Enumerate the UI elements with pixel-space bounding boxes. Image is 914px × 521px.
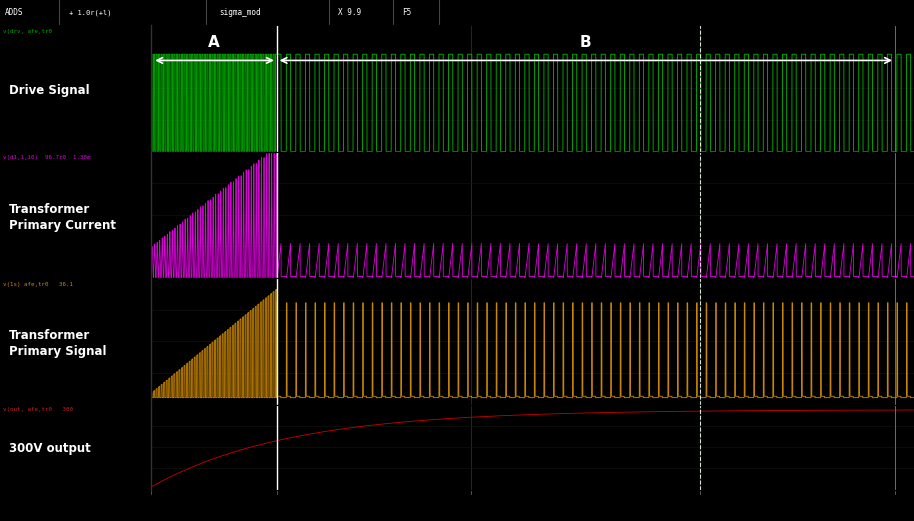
Text: 300: 300 xyxy=(270,499,284,507)
Text: ADDS: ADDS xyxy=(5,8,23,17)
Text: v(d1,1,10)  96.7r0  1.38m: v(d1,1,10) 96.7r0 1.38m xyxy=(3,155,90,160)
Text: v(drv, afe,tr0: v(drv, afe,tr0 xyxy=(3,29,52,34)
Text: Drive Signal: Drive Signal xyxy=(9,84,90,97)
Text: B: B xyxy=(580,35,591,51)
Text: v(out, afe,tr0   300: v(out, afe,tr0 300 xyxy=(3,407,73,412)
Text: A: A xyxy=(207,35,219,51)
Text: v(1s) afe,tr0   36.1: v(1s) afe,tr0 36.1 xyxy=(3,282,73,287)
Text: 2s: 2s xyxy=(890,499,899,507)
Text: sec (.1r): sec (.1r) xyxy=(5,498,47,506)
Text: X 9.9: X 9.9 xyxy=(338,8,361,17)
Text: 1s: 1s xyxy=(467,499,475,507)
Text: Transformer
Primary Signal: Transformer Primary Signal xyxy=(9,329,107,358)
Text: + 1.0r(+l): + 1.0r(+l) xyxy=(69,9,111,16)
Text: sigma_mod: sigma_mod xyxy=(219,8,261,17)
Text: Transformer
Primary Current: Transformer Primary Current xyxy=(9,203,116,232)
Text: 1.5s: 1.5s xyxy=(692,499,708,507)
Text: 0: 0 xyxy=(148,499,154,507)
Text: F5: F5 xyxy=(402,8,411,17)
Text: 300V output: 300V output xyxy=(9,442,90,455)
